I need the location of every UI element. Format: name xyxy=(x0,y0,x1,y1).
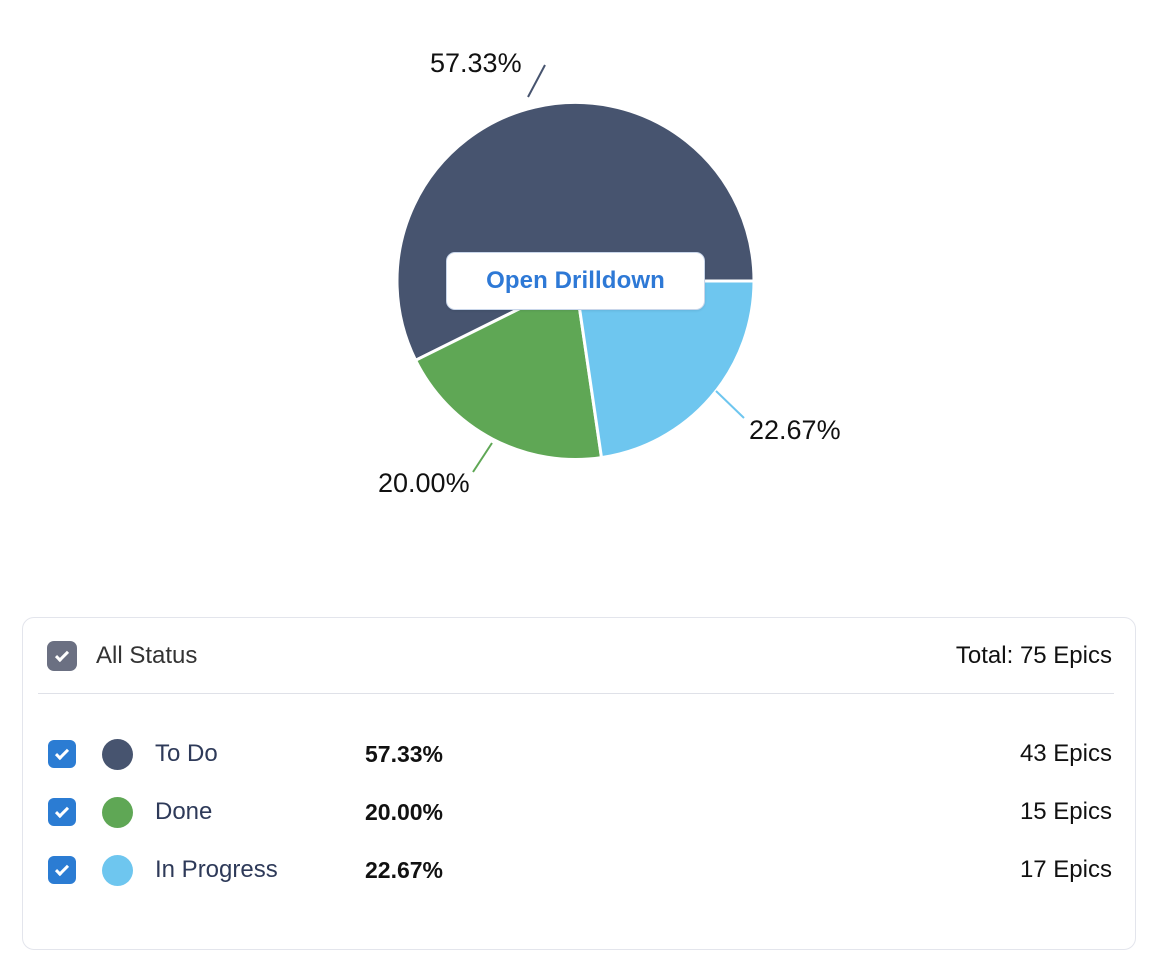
pie-slice-done[interactable] xyxy=(413,278,604,461)
legend-row-in-progress[interactable]: In Progress 22.67% 17 Epics xyxy=(23,841,1135,899)
legend-count-in-progress: 17 Epics xyxy=(1019,856,1112,883)
pie-label-done: 20.00% xyxy=(378,468,470,498)
all-status-label: All Status xyxy=(96,642,198,669)
pie-label-to-do: 57.33% xyxy=(430,48,522,78)
legend-label-done: Done xyxy=(155,798,213,825)
legend-row-to-do[interactable]: To Do 57.33% 43 Epics xyxy=(23,725,1135,783)
legend-header: All Status Total: 75 Epics xyxy=(23,618,1135,694)
open-drilldown-button[interactable]: Open Drilldown xyxy=(446,252,705,310)
total-epics-label: Total: 75 Epics xyxy=(955,642,1112,669)
pie-slice-in-progress[interactable] xyxy=(573,279,756,460)
legend-card: All Status Total: 75 Epics To Do 57.33% … xyxy=(22,617,1136,950)
legend-count-done: 15 Epics xyxy=(1019,798,1112,825)
legend-divider xyxy=(38,693,1114,694)
legend-swatch-in-progress xyxy=(102,854,133,886)
leader-line-in-progress xyxy=(715,390,745,419)
legend-checkbox-in-progress[interactable] xyxy=(48,856,76,884)
legend-swatch-to-do xyxy=(102,738,133,770)
legend-percent-in-progress: 22.67% xyxy=(365,856,444,883)
leader-line-done xyxy=(472,442,493,473)
legend-label-in-progress: In Progress xyxy=(155,856,278,883)
legend-count-to-do: 43 Epics xyxy=(1019,740,1112,767)
legend-rows: To Do 57.33% 43 Epics Done 20.00% 15 Epi… xyxy=(23,694,1135,899)
legend-swatch-done xyxy=(102,796,133,828)
pie-chart-area: 57.33% 20.00% 22.67% Open Drilldown xyxy=(378,48,841,498)
leader-line-to-do xyxy=(527,64,546,98)
all-status-checkbox[interactable] xyxy=(47,641,77,671)
legend-label-to-do: To Do xyxy=(155,740,218,767)
legend-checkbox-to-do[interactable] xyxy=(48,740,76,768)
legend-row-done[interactable]: Done 20.00% 15 Epics xyxy=(23,783,1135,841)
legend-checkbox-done[interactable] xyxy=(48,798,76,826)
legend-percent-done: 20.00% xyxy=(365,798,444,825)
pie-label-in-progress: 22.67% xyxy=(749,415,841,445)
legend-percent-to-do: 57.33% xyxy=(365,740,444,767)
